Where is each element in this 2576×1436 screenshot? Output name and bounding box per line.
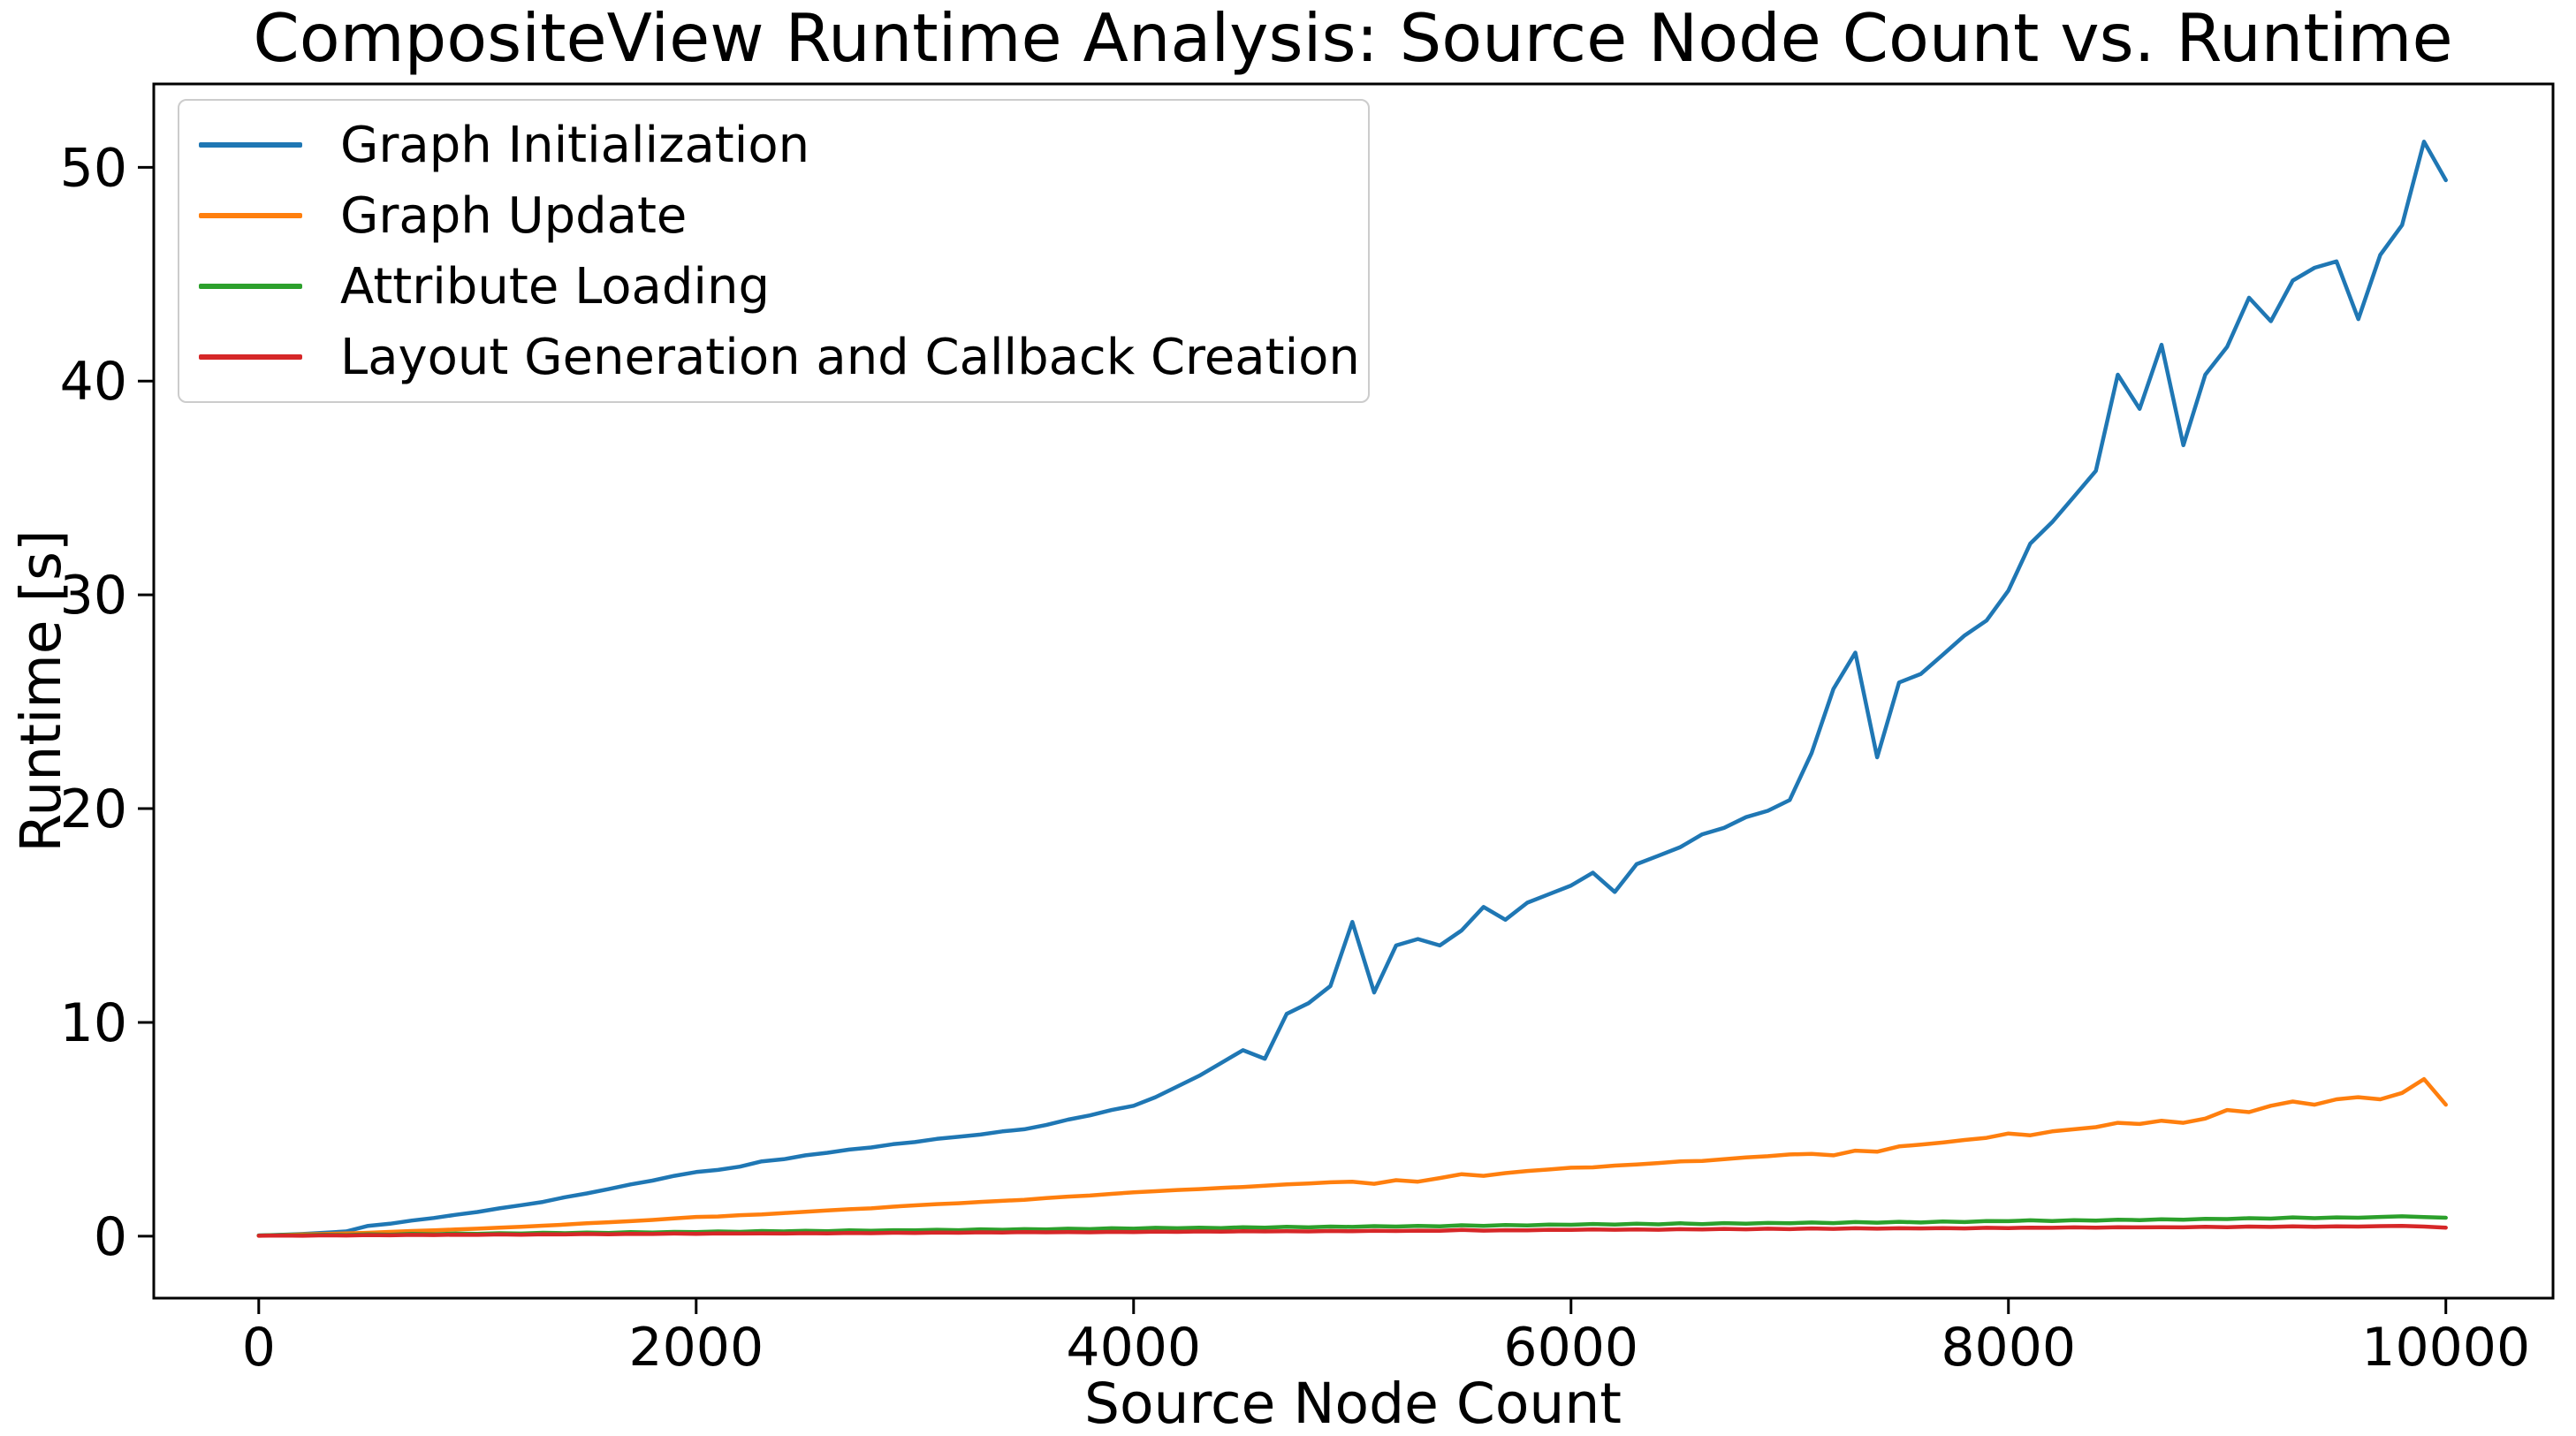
x-tick-label: 10000: [2361, 1317, 2530, 1379]
series-line-layout-generation-and-callback-creation: [256, 1223, 2448, 1238]
y-tick-label: 0: [94, 1206, 127, 1268]
legend-item: Graph Update: [179, 180, 1368, 251]
y-tick-label: 30: [60, 565, 127, 627]
legend-item: Graph Initialization: [179, 110, 1368, 180]
series-line-graph-update: [256, 1076, 2448, 1238]
x-tick-label: 8000: [1941, 1317, 2076, 1379]
legend-item-label: Graph Initialization: [340, 116, 810, 174]
x-tick-label: 2000: [628, 1317, 764, 1379]
x-tick-label: 6000: [1503, 1317, 1638, 1379]
legend-item-label: Attribute Loading: [340, 257, 771, 315]
legend-item: Attribute Loading: [179, 251, 1368, 322]
y-axis-label: Runtime [s]: [9, 529, 73, 853]
y-tick-label: 10: [60, 992, 127, 1054]
series-line-graph-initialization: [256, 140, 2448, 1238]
legend-line-sample: [199, 142, 302, 148]
legend-item-label: Graph Update: [340, 186, 688, 245]
chart-title: CompositeView Runtime Analysis: Source N…: [253, 0, 2453, 77]
plot-border: [152, 82, 2555, 1300]
x-axis-label: Source Node Count: [1084, 1371, 1622, 1436]
x-tick-label: 4000: [1066, 1317, 1201, 1379]
x-tick-label: 0: [242, 1317, 276, 1379]
legend-item-label: Layout Generation and Callback Creation: [340, 328, 1360, 386]
y-tick-label: 50: [60, 137, 127, 199]
legend-line-sample: [199, 284, 302, 289]
legend-item: Layout Generation and Callback Creation: [179, 322, 1368, 392]
legend-line-sample: [199, 354, 302, 360]
legend-line-sample: [199, 213, 302, 218]
y-tick-label: 40: [60, 351, 127, 413]
legend: Graph Initialization Graph Update Attrib…: [178, 99, 1370, 403]
y-tick-label: 20: [60, 779, 127, 840]
